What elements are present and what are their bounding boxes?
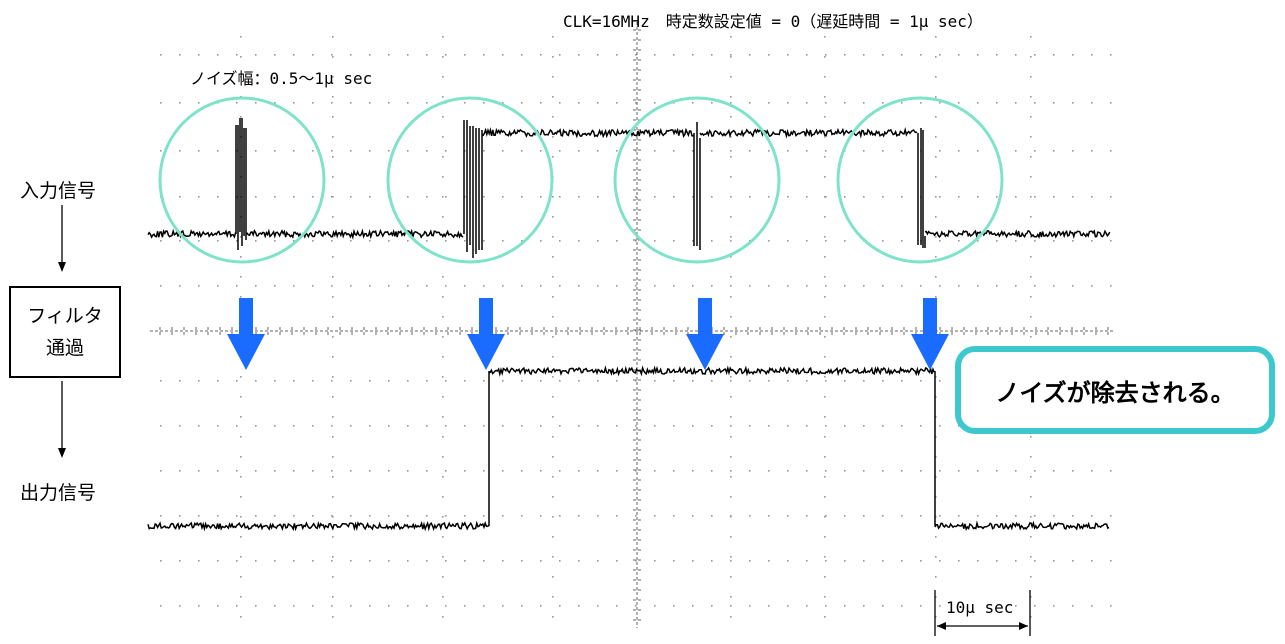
scale-bar-ticks — [934, 590, 1031, 636]
callout-text: ノイズが除去される。 — [995, 378, 1235, 407]
input-signal-trace — [147, 118, 1111, 258]
signal-traces — [147, 118, 1111, 532]
noise-markers — [158, 96, 1004, 264]
flow-arrow-icon-2 — [58, 448, 66, 458]
noise-circle-4 — [836, 96, 1004, 264]
scale-arrow-left-icon — [937, 622, 946, 630]
output-signal-trace — [147, 365, 1110, 532]
grid — [150, 22, 1115, 628]
noise-circle-1 — [158, 96, 326, 264]
scale-arrow-right-icon — [1019, 622, 1028, 630]
output-signal-label: 出力信号 — [20, 482, 97, 504]
noise-width-label: ノイズ幅：0.5〜1μ sec — [190, 69, 373, 88]
noise-circle-2 — [386, 96, 554, 264]
filter-label-line2: 通過 — [45, 337, 84, 359]
down-arrow-icon-3 — [686, 298, 724, 370]
flow-arrows — [58, 205, 66, 458]
vertical-center-axis — [633, 22, 641, 628]
filter-arrows — [227, 298, 949, 370]
time-scale-bar — [934, 590, 1031, 636]
down-arrow-icon-4 — [911, 298, 949, 370]
oscilloscope-header: CLK=16MHz 時定数設定値 = 0（遅延時間 = 1μ sec） — [563, 12, 983, 31]
input-signal-label: 入力信号 — [20, 180, 97, 202]
noise-removed-callout: ノイズが除去される。 — [955, 346, 1275, 434]
time-scale-label: 10μ sec — [944, 598, 1016, 617]
filter-box: フィルタ 通過 — [9, 286, 121, 378]
noise-circle-3 — [613, 96, 781, 264]
down-arrow-icon-2 — [467, 298, 505, 370]
horizontal-center-axis — [150, 327, 1115, 335]
filter-label-line1: フィルタ — [27, 305, 103, 327]
flow-arrow-icon-1 — [58, 262, 66, 272]
down-arrow-icon-1 — [227, 298, 265, 370]
